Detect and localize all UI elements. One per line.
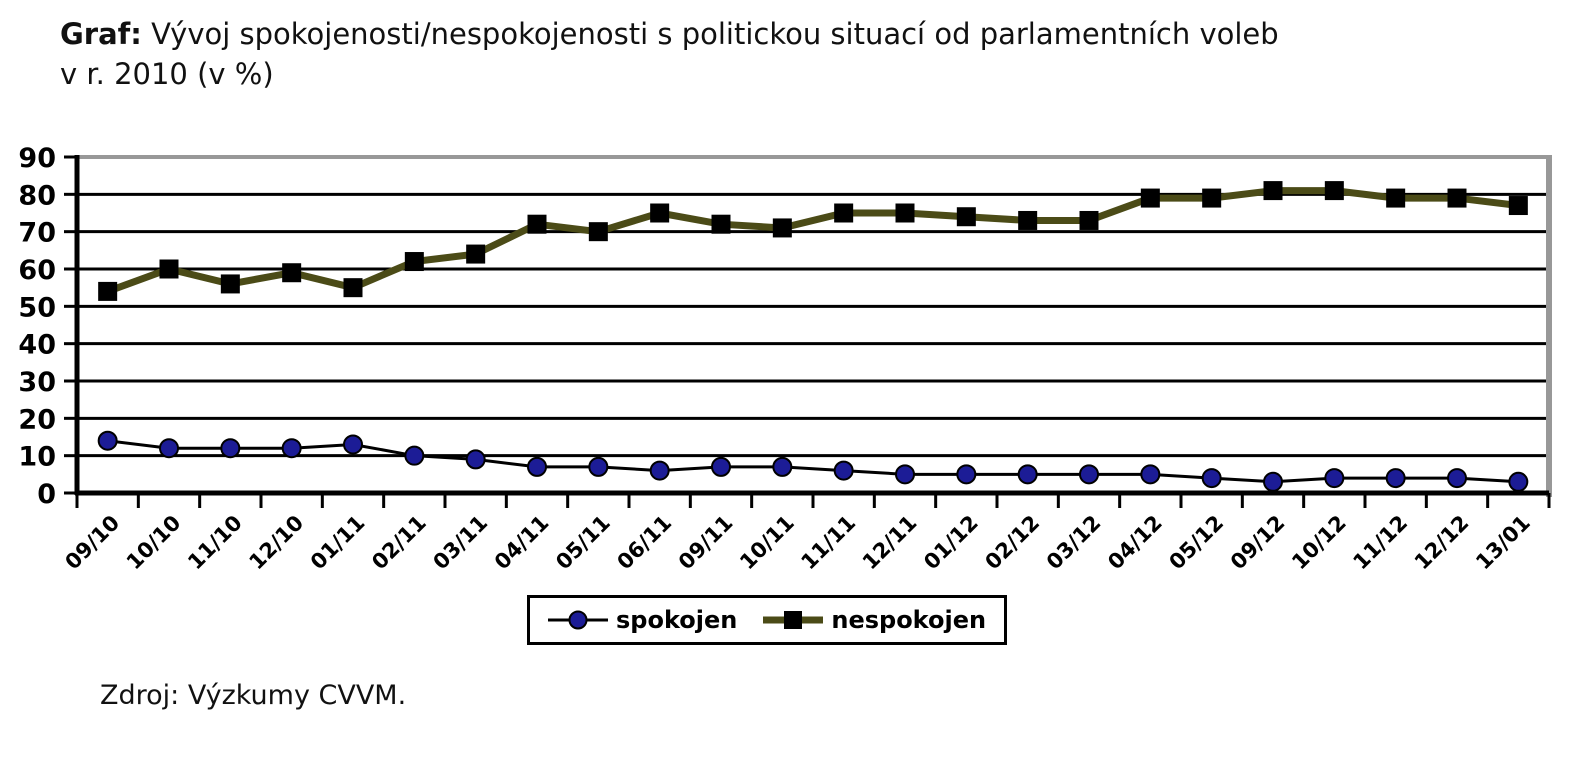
svg-text:05/12: 05/12 [1164,511,1228,575]
svg-text:04/12: 04/12 [1103,511,1167,575]
svg-text:12/11: 12/11 [858,511,922,575]
svg-text:13/01: 13/01 [1471,511,1535,575]
source-note: Zdroj: Výzkumy CVVM. [100,680,407,711]
svg-text:70: 70 [18,218,56,249]
legend-label-spokojen: spokojen [616,606,738,634]
svg-text:90: 90 [18,143,56,174]
svg-text:10/12: 10/12 [1287,511,1351,575]
legend: spokojen nespokojen [527,595,1008,645]
svg-text:40: 40 [18,330,56,361]
svg-text:04/11: 04/11 [490,511,554,575]
svg-text:09/10: 09/10 [60,511,124,575]
svg-text:80: 80 [18,180,56,211]
legend-label-nespokojen: nespokojen [831,606,987,634]
svg-text:02/11: 02/11 [367,511,431,575]
svg-text:10/11: 10/11 [735,511,799,575]
chart-title-prefix: Graf: [60,17,142,51]
spokojen-marker-icon [548,610,608,630]
chart-title-line1: Vývoj spokojenosti/nespokojenosti s poli… [151,17,1279,51]
svg-text:12/12: 12/12 [1410,511,1474,575]
svg-text:0: 0 [37,479,56,510]
svg-text:06/11: 06/11 [612,511,676,575]
svg-text:50: 50 [18,292,56,323]
svg-text:03/11: 03/11 [428,511,492,575]
legend-item-spokojen: spokojen [548,606,737,634]
svg-text:02/12: 02/12 [980,511,1044,575]
svg-text:09/12: 09/12 [1226,511,1290,575]
svg-text:05/11: 05/11 [551,511,615,575]
legend-item-nespokojen: nespokojen [763,606,986,634]
svg-text:11/11: 11/11 [796,511,860,575]
svg-text:30: 30 [18,367,56,398]
svg-text:10/10: 10/10 [122,511,186,575]
svg-text:03/12: 03/12 [1042,511,1106,575]
svg-text:20: 20 [18,404,56,435]
svg-text:01/11: 01/11 [306,511,370,575]
svg-text:01/12: 01/12 [919,511,983,575]
svg-text:11/10: 11/10 [183,511,247,575]
svg-text:12/10: 12/10 [244,511,308,575]
chart-title: Graf: Vývoj spokojenosti/nespokojenosti … [60,14,1520,94]
chart-title-line2: v r. 2010 (v %) [60,57,274,91]
svg-text:60: 60 [18,255,56,286]
svg-text:11/12: 11/12 [1348,511,1412,575]
svg-text:09/11: 09/11 [674,511,738,575]
svg-text:10: 10 [18,442,56,473]
nespokojen-marker-icon [763,611,824,629]
